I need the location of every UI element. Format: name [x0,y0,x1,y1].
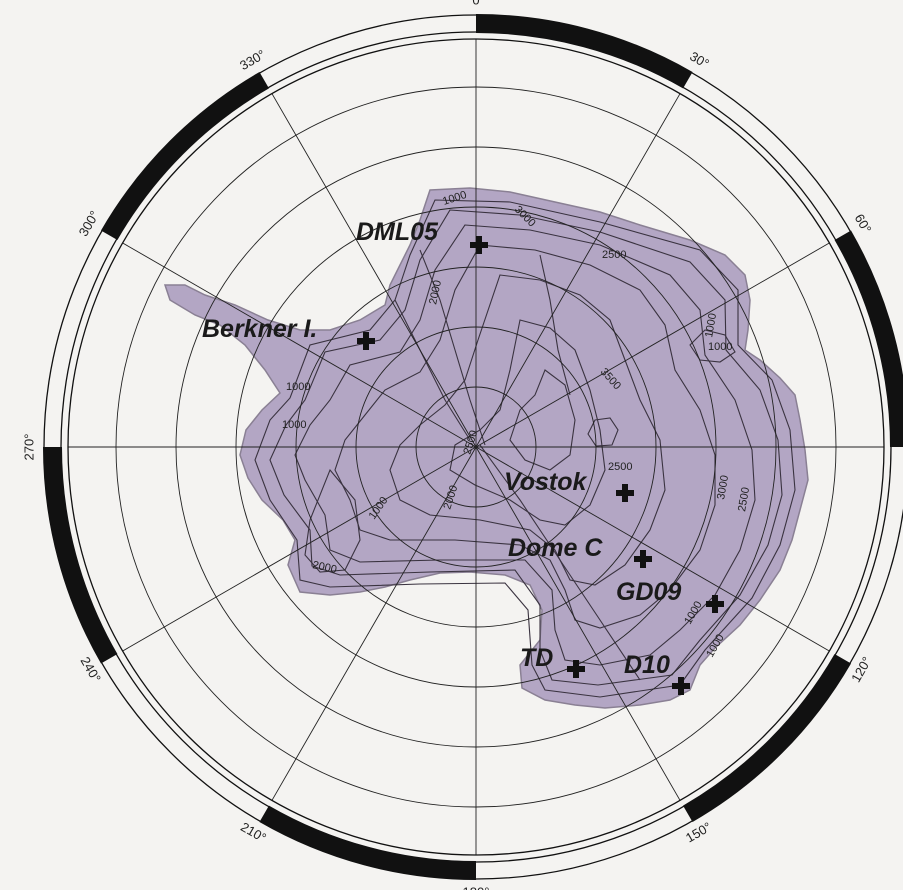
contour-label: 1000 [282,419,306,431]
longitude-label: 270° [21,434,36,461]
contour-label: 1000 [703,312,719,338]
site-marker-gd09 [706,595,724,613]
site-marker-berkner [357,332,375,350]
meridian-line [475,93,681,448]
frame-ring-blocks [42,13,903,881]
meridian-line [475,446,681,801]
site-marker-dome-c [634,550,652,568]
meridian-lines [68,39,884,855]
contour-label: 1000 [286,381,310,393]
frame-ring-block [834,230,903,448]
meridian-line [122,242,477,448]
longitude-label: 0 [472,0,479,7]
site-label-dml05: DML05 [356,218,439,246]
site-labels: DML05 Berkner I. Vostok Dome C GD09 TD D… [202,218,681,679]
meridian-line [475,446,830,652]
meridian-line [122,446,477,652]
site-label-berkner: Berkner I. [202,315,317,343]
site-label-gd09: GD09 [616,578,681,606]
longitude-label: 180° [463,884,490,890]
contour-label: 3000 [715,474,731,500]
site-marker-td [567,660,585,678]
antarctica-landmass [163,187,809,709]
contour-label: 1000 [708,341,732,353]
contour-label: 2000 [427,279,444,305]
site-markers [357,236,724,695]
site-label-d10: D10 [624,651,670,679]
site-marker-d10 [672,677,690,695]
site-marker-dml05 [470,236,488,254]
elevation-contours [254,199,796,698]
site-label-td: TD [520,644,553,672]
frame-ring-block [475,13,693,89]
site-label-vostok: Vostok [504,468,588,496]
contour-label: 2500 [602,249,626,261]
frame-ring-block [42,446,118,664]
frame-ring-block [100,71,269,240]
site-label-dome-c: Dome C [508,534,603,562]
contour-label: 2500 [608,461,632,473]
meridian-line [271,446,477,801]
meridian-line [475,242,830,448]
frame-ring-block [683,653,852,823]
contour-label: 2000 [311,559,337,576]
site-marker-vostok [616,484,634,502]
contour-label: 2500 [736,486,752,512]
frame-ring-block [259,805,477,881]
meridian-line [271,93,477,448]
